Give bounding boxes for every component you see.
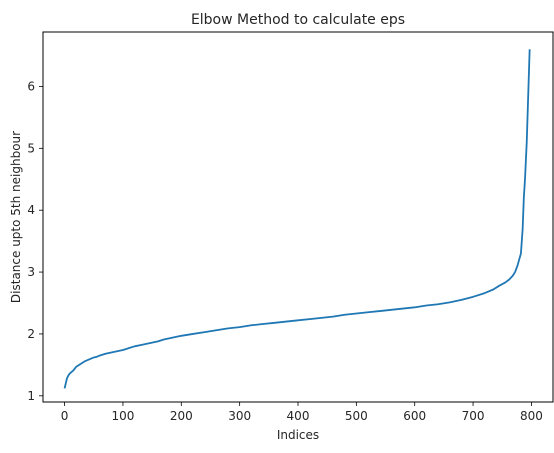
x-tick-label: 800 — [520, 409, 543, 423]
y-tick-label: 1 — [27, 389, 35, 403]
y-axis: 1 2 3 4 5 6 — [27, 79, 43, 403]
chart-title: Elbow Method to calculate eps — [191, 12, 405, 28]
x-tick-label: 600 — [403, 409, 426, 423]
y-tick-label: 3 — [27, 265, 35, 279]
x-axis-title: Indices — [277, 428, 319, 442]
y-tick-label: 2 — [27, 327, 35, 341]
x-tick-label: 200 — [170, 409, 193, 423]
x-tick-label: 100 — [111, 409, 134, 423]
x-tick-label: 700 — [462, 409, 485, 423]
y-tick-label: 4 — [27, 203, 35, 217]
x-axis: 0 100 200 300 400 500 600 700 800 — [61, 402, 543, 423]
y-axis-title: Distance upto 5th neighbour — [9, 131, 23, 303]
y-tick-label: 6 — [27, 79, 35, 93]
y-tick-label: 5 — [27, 141, 35, 155]
x-tick-label: 0 — [61, 409, 69, 423]
x-tick-label: 300 — [228, 409, 251, 423]
x-tick-label: 400 — [287, 409, 310, 423]
plot-area-frame — [42, 31, 554, 403]
series-line — [63, 49, 531, 389]
x-tick-label: 500 — [345, 409, 368, 423]
